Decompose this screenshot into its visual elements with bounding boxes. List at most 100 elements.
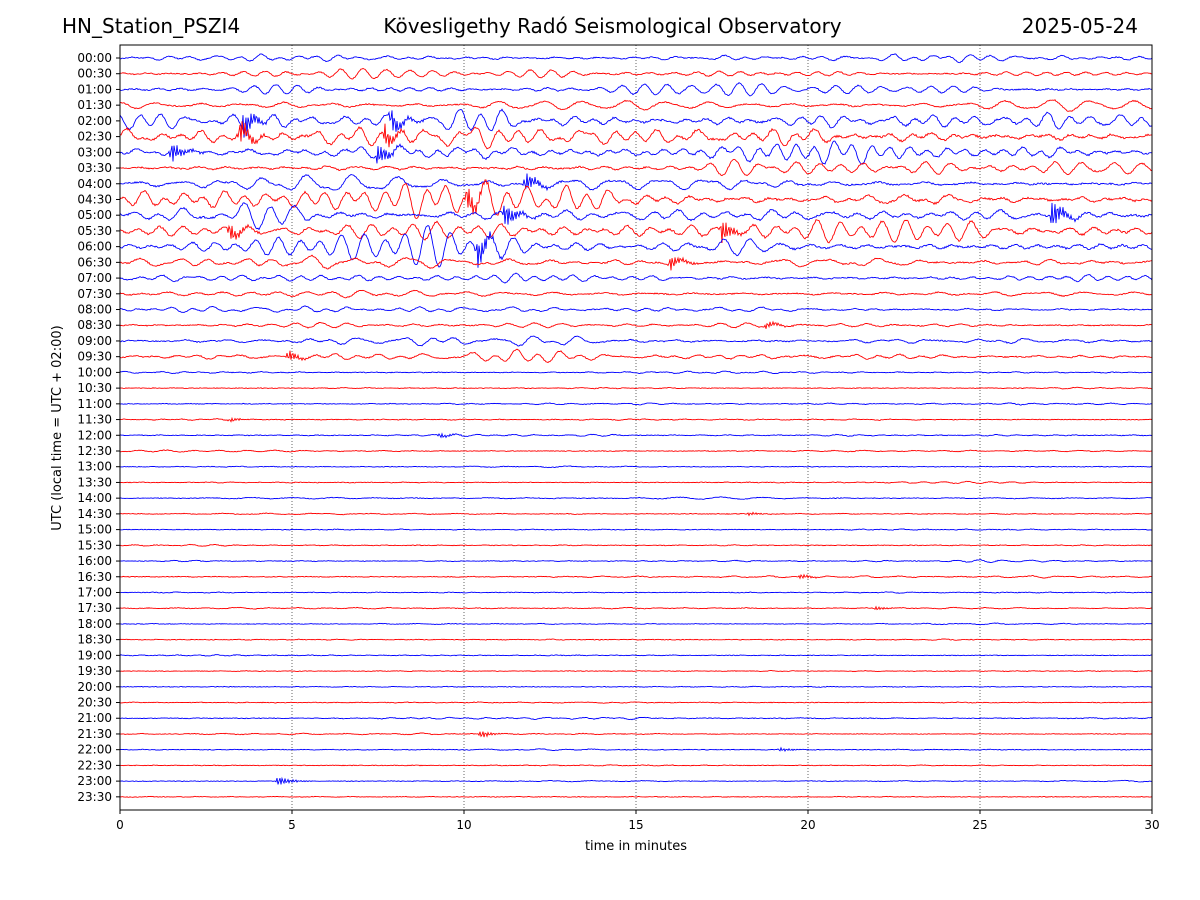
y-tick-label: 02:30: [77, 130, 112, 144]
y-tick-label: 18:30: [77, 633, 112, 647]
trace-line: [119, 179, 1153, 219]
trace-line: [119, 449, 1153, 453]
trace-line: [119, 202, 1153, 231]
y-tick-label: 01:30: [77, 98, 112, 112]
y-tick-label: 14:00: [77, 491, 112, 505]
y-tick-label: 12:30: [77, 444, 112, 458]
trace-line: [119, 605, 1153, 611]
trace-line: [119, 731, 1153, 738]
trace-line: [119, 370, 1153, 375]
trace-line: [120, 764, 1153, 767]
y-tick-label: 00:00: [77, 51, 112, 65]
y-tick-label: 17:00: [77, 585, 112, 599]
y-tick-label: 23:30: [77, 790, 112, 804]
x-axis-ticks: 0 5 10 15 20 25 30: [116, 810, 1160, 832]
y-tick-label: 04:30: [77, 192, 112, 206]
y-tick-label: 20:00: [77, 680, 112, 694]
trace-line: [119, 158, 1153, 177]
trace-line: [120, 622, 1153, 626]
trace-line: [119, 432, 1153, 439]
x-tick-label: 10: [456, 818, 471, 832]
y-tick-label: 14:30: [77, 507, 112, 521]
trace-line: [119, 511, 1153, 517]
y-tick-label: 10:30: [77, 381, 112, 395]
y-tick-label: 09:30: [77, 350, 112, 364]
y-tick-label: 10:00: [77, 365, 112, 379]
y-tick-label: 22:00: [77, 743, 112, 757]
trace-line: [119, 320, 1153, 329]
trace-line: [119, 543, 1153, 547]
y-tick-label: 00:30: [77, 67, 112, 81]
y-tick-label: 12:00: [77, 428, 112, 442]
y-tick-label: 20:30: [77, 696, 112, 710]
trace-line: [119, 559, 1153, 563]
y-tick-label: 01:00: [77, 82, 112, 96]
trace-line: [120, 496, 1152, 500]
trace-line: [119, 795, 1153, 798]
y-tick-label: 03:00: [77, 145, 112, 159]
seismic-traces: [119, 53, 1153, 798]
trace-line: [119, 685, 1153, 688]
trace-line: [119, 386, 1152, 390]
y-tick-label: 13:30: [77, 475, 112, 489]
trace-line: [119, 272, 1153, 284]
x-tick-label: 30: [1144, 818, 1159, 832]
y-tick-label: 13:00: [77, 460, 112, 474]
trace-line: [119, 82, 1153, 97]
trace-line: [119, 638, 1153, 641]
trace-line: [119, 108, 1153, 138]
trace-line: [119, 254, 1153, 271]
y-tick-label: 16:00: [77, 554, 112, 568]
y-tick-label: 22:30: [77, 758, 112, 772]
y-axis-label: UTC (local time = UTC + 02:00): [50, 325, 65, 530]
trace-line: [119, 465, 1153, 469]
y-tick-label: 07:30: [77, 287, 112, 301]
trace-line: [119, 402, 1153, 406]
y-tick-label: 19:00: [77, 648, 112, 662]
y-tick-label: 06:00: [77, 240, 112, 254]
trace-line: [119, 348, 1152, 364]
chart-date: 2025-05-24: [1021, 14, 1138, 38]
y-tick-label: 19:30: [77, 664, 112, 678]
y-tick-label: 21:30: [77, 727, 112, 741]
y-tick-label: 03:30: [77, 161, 112, 175]
y-tick-label: 23:00: [77, 774, 112, 788]
trace-line: [119, 670, 1153, 673]
trace-line: [120, 99, 1153, 112]
x-tick-label: 5: [288, 818, 296, 832]
y-tick-label: 21:00: [77, 711, 112, 725]
y-tick-label: 15:30: [77, 538, 112, 552]
trace-line: [119, 591, 1153, 594]
trace-line: [119, 121, 1153, 150]
y-tick-label: 02:00: [77, 114, 112, 128]
y-tick-label: 09:00: [77, 334, 112, 348]
trace-line: [119, 746, 1153, 752]
y-tick-label: 04:00: [77, 177, 112, 191]
y-tick-label: 08:30: [77, 318, 112, 332]
x-tick-label: 25: [972, 818, 987, 832]
x-tick-label: 15: [628, 818, 643, 832]
trace-line: [119, 480, 1152, 484]
y-tick-label: 15:00: [77, 523, 112, 537]
trace-line: [119, 289, 1152, 299]
trace-line: [119, 654, 1153, 657]
trace-line: [119, 173, 1153, 192]
y-tick-label: 08:00: [77, 303, 112, 317]
trace-line: [119, 776, 1153, 785]
y-tick-label: 05:00: [77, 208, 112, 222]
y-tick-label: 05:30: [77, 224, 112, 238]
grid-lines: [291, 45, 981, 810]
y-tick-label: 06:30: [77, 255, 112, 269]
chart-title: Kövesligethy Radó Seismological Observat…: [383, 14, 842, 38]
y-tick-label: 17:30: [77, 601, 112, 615]
x-tick-label: 20: [800, 818, 815, 832]
trace-line: [119, 335, 1153, 347]
y-tick-label: 18:00: [77, 617, 112, 631]
trace-line: [119, 219, 1153, 244]
trace-line: [119, 573, 1153, 580]
trace-line: [120, 716, 1152, 721]
y-tick-label: 11:00: [77, 397, 112, 411]
trace-line: [119, 224, 1153, 268]
